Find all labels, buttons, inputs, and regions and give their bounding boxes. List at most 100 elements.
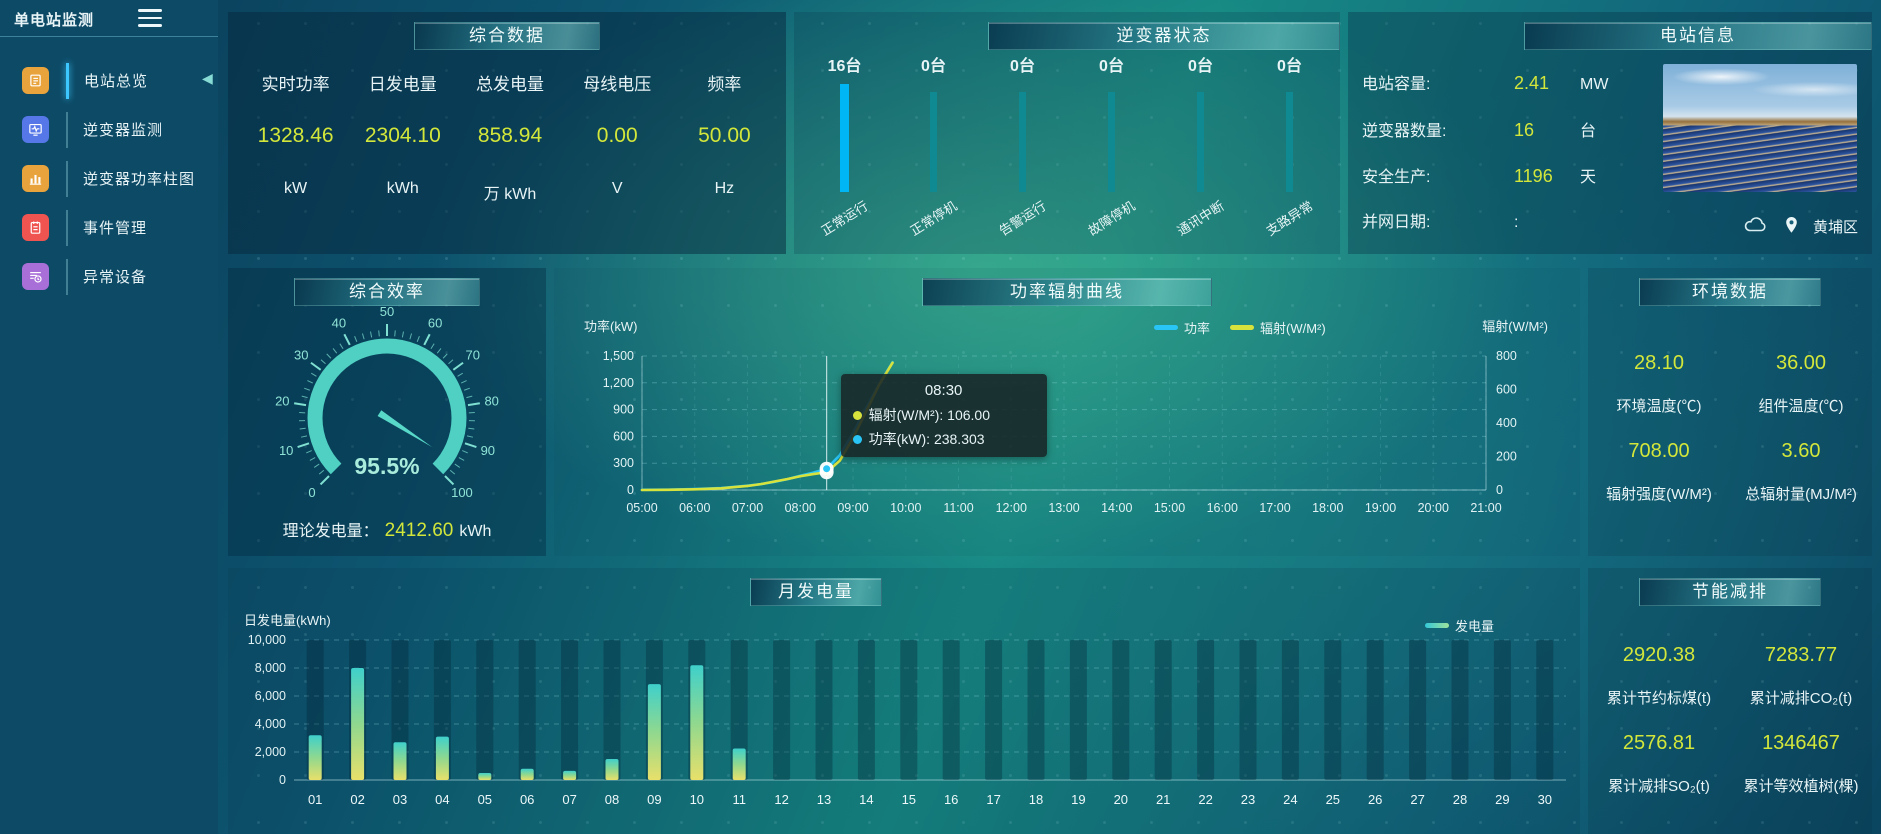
power-bars-icon (22, 165, 49, 192)
power-radiation-line-chart[interactable]: 05:00 06:00 07:00 08:00 09:00 10:00 11:00 12:00… (584, 340, 1550, 536)
inverter-bar (840, 84, 849, 192)
sidebar-item-event-management[interactable]: 事件管理 (0, 203, 218, 252)
svg-text:11: 11 (732, 792, 746, 807)
svg-text:19: 19 (1071, 792, 1085, 807)
svg-text:1,500: 1,500 (603, 349, 634, 363)
inverter-bar (1019, 92, 1026, 192)
svg-text:4,000: 4,000 (255, 717, 286, 731)
summary-units: kW kWh 万 kWh V Hz (284, 180, 735, 203)
svg-text:6,000: 6,000 (255, 689, 286, 703)
saving-cells: 2920.38 累计节约标煤(t) 7283.77 累计减排CO₂(t) 2576.… (1588, 644, 1872, 820)
svg-text:1,200: 1,200 (603, 376, 634, 390)
collapse-panel-arrow-icon[interactable]: ◀ (202, 70, 213, 86)
tooltip-row: 功率(kW): 238.303 (852, 429, 1035, 449)
svg-text:14: 14 (859, 792, 873, 807)
power-dot-icon (852, 434, 862, 444)
summary-values: 1328.46 2304.10 858.94 0.00 50.00 (257, 124, 751, 147)
svg-text:29: 29 (1495, 792, 1509, 807)
radiation-dot-icon (852, 410, 862, 420)
panel-title: 月发电量 (750, 578, 882, 606)
svg-text:20: 20 (275, 393, 289, 408)
svg-text:22: 22 (1198, 792, 1212, 807)
panel-title: 综合数据 (414, 22, 600, 50)
panel-environment: 环境数据 28.10 环境温度(℃) 36.00 组件温度(℃) 708.00 辐射强… (1588, 268, 1872, 556)
svg-text:0: 0 (627, 483, 634, 497)
svg-text:23: 23 (1241, 792, 1255, 807)
svg-text:2,000: 2,000 (255, 745, 286, 759)
bar-chart-legend[interactable]: 发电量 (1424, 616, 1494, 635)
svg-text:600: 600 (1496, 383, 1517, 397)
sidebar-header: 单电站监测 (0, 0, 218, 37)
summary-labels: 实时功率 日发电量 总发电量 母线电压 频率 (261, 75, 742, 94)
env-cell: 36.00 组件温度(℃) (1758, 352, 1844, 415)
sidebar-item-inverter-monitor[interactable]: 逆变器监测 (0, 105, 218, 154)
legend-item-power[interactable]: 功率 (1154, 318, 1210, 337)
panel-title: 节能减排 (1639, 578, 1821, 606)
panel-power-radiation-curve: 功率辐射曲线 功率(kW) 辐射(W/M²) 功率 辐射(W/M²) 05:00… (554, 268, 1580, 556)
svg-text:15:00: 15:00 (1154, 501, 1185, 515)
svg-text:13: 13 (817, 792, 831, 807)
svg-text:30: 30 (294, 348, 308, 363)
legend-item-radiation[interactable]: 辐射(W/M²) (1230, 318, 1326, 337)
svg-text:09: 09 (647, 792, 661, 807)
environment-cells: 28.10 环境温度(℃) 36.00 组件温度(℃) 708.00 辐射强度(W/M… (1588, 352, 1872, 528)
svg-text:200: 200 (1496, 450, 1517, 464)
svg-text:95.5%: 95.5% (354, 453, 419, 479)
inverter-status-col: 16台 正常运行 (818, 58, 872, 239)
hamburger-menu-icon[interactable] (138, 9, 162, 27)
svg-text:08:00: 08:00 (785, 501, 816, 515)
monthly-generation-bar-chart[interactable]: 10,000 8,000 6,000 4,000 2,000 0 01 02 03 04 05 06 0… (236, 630, 1572, 826)
svg-text:30: 30 (1538, 792, 1552, 807)
svg-text:21: 21 (1156, 792, 1170, 807)
svg-text:10,000: 10,000 (248, 633, 286, 647)
theoretical-generation: 理论发电量： 2412.60 kWh (282, 520, 492, 541)
saving-cell: 7283.77 累计减排CO₂(t) (1749, 644, 1853, 707)
station-row: 安全生产: 1196 天 (1362, 166, 1597, 186)
svg-text:8,000: 8,000 (255, 661, 286, 675)
sidebar-item-label: 电站总览 (84, 73, 149, 90)
svg-text:03: 03 (393, 792, 407, 807)
svg-text:70: 70 (466, 348, 480, 363)
svg-text:05: 05 (478, 792, 492, 807)
inverter-bar (1197, 92, 1204, 192)
inverter-status-col: 0台 支路异常 (1263, 58, 1317, 239)
sidebar: 单电站监测 电站总览 逆变器监测 逆变器功率柱图 (0, 0, 218, 834)
svg-text:01: 01 (308, 792, 322, 807)
station-row: 并网日期:: (1362, 214, 1519, 231)
svg-text:10: 10 (279, 443, 293, 458)
svg-text:08: 08 (605, 792, 619, 807)
inverter-status-col: 0台 故障停机 (1085, 58, 1139, 239)
svg-text:50: 50 (380, 306, 394, 319)
svg-text:600: 600 (613, 429, 634, 443)
svg-text:27: 27 (1410, 792, 1424, 807)
cloud-weather-icon[interactable] (1742, 214, 1770, 239)
station-row: 逆变器数量: 16 台 (1362, 120, 1597, 140)
overview-icon (22, 67, 49, 94)
inverter-bar (1108, 92, 1115, 192)
svg-text:17:00: 17:00 (1259, 501, 1290, 515)
svg-text:18:00: 18:00 (1312, 501, 1343, 515)
efficiency-gauge-chart[interactable]: 0 10 20 30 40 50 60 70 80 90 100 95.5% (252, 306, 522, 504)
saving-cell: 2576.81 累计减排SO₂(t) (1608, 732, 1710, 795)
sidebar-item-label: 事件管理 (83, 220, 148, 237)
sidebar-item-inverter-power-bars[interactable]: 逆变器功率柱图 (0, 154, 218, 203)
location-label: 黄埔区 (1813, 219, 1859, 236)
svg-text:400: 400 (1496, 416, 1517, 430)
inverter-status-col: 0台 通讯中断 (1174, 58, 1228, 239)
station-row: 电站容量: 2.41 MW (1362, 73, 1609, 93)
svg-text:28: 28 (1453, 792, 1467, 807)
sidebar-item-station-overview[interactable]: 电站总览 (0, 56, 218, 105)
panel-efficiency: 综合效率 0 10 20 30 40 50 60 70 80 90 100 95.5% 理论发电量： 2… (228, 268, 546, 556)
svg-text:12:00: 12:00 (996, 501, 1027, 515)
inverter-status-bars: 16台 正常运行 0台 正常停机 0台 告警运行 0台 故障停机 0台 通讯中断 0台 支路… (800, 52, 1334, 239)
tooltip-time: 08:30 (924, 382, 963, 399)
panel-station-info: 电站信息 电站容量: 2.41 MW 逆变器数量: 16 台 安全生产: 1196 天 并网… (1348, 12, 1872, 254)
svg-text:10:00: 10:00 (890, 501, 921, 515)
svg-text:12: 12 (774, 792, 788, 807)
sidebar-item-abnormal-devices[interactable]: 异常设备 (0, 252, 218, 301)
svg-text:21:00: 21:00 (1470, 501, 1501, 515)
inverter-monitor-icon (22, 116, 49, 143)
chart-tooltip: 08:30 辐射(W/M²): 106.00 功率(kW): 238.303 (840, 374, 1047, 457)
svg-text:06:00: 06:00 (679, 501, 710, 515)
